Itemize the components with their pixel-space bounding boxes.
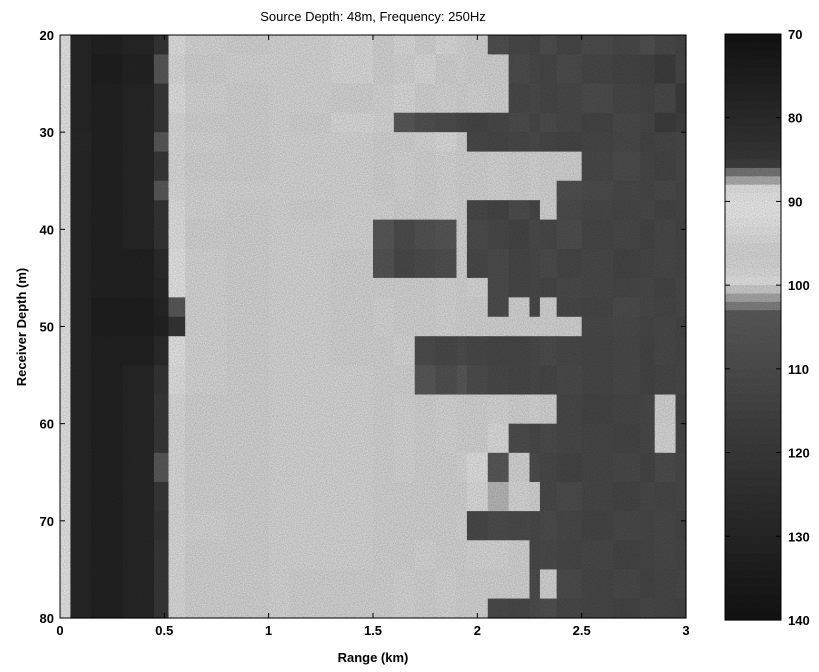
x-axis-label: Range (km)	[338, 650, 409, 665]
y-tick-label: 30	[40, 125, 54, 140]
x-tick-label: 0	[56, 623, 63, 638]
x-tick-label: 2	[474, 623, 481, 638]
x-tick-label: 0.5	[155, 623, 173, 638]
colorbar-tick-label: 110	[788, 362, 809, 377]
colorbar-tick-label: 130	[788, 529, 810, 544]
colorbar-tick-label: 100	[788, 278, 810, 293]
x-tick-label: 1.5	[364, 623, 382, 638]
x-axis: 0 0.5 1 1.5 2 2.5 3	[56, 35, 690, 638]
colorbar-tick-label: 120	[788, 446, 810, 461]
colorbar-frame	[724, 33, 782, 621]
chart-title: Source Depth: 48m, Frequency: 250Hz	[260, 9, 485, 24]
y-tick-label: 50	[40, 320, 54, 335]
y-axis: 20 30 40 50 60 70 80	[40, 28, 686, 626]
colorbar-tick-label: 140	[788, 613, 810, 628]
y-axis-label: Receiver Depth (m)	[14, 268, 29, 386]
y-tick-label: 20	[40, 28, 54, 43]
y-tick-label: 40	[40, 222, 54, 237]
x-tick-label: 2.5	[573, 623, 591, 638]
y-tick-label: 60	[40, 417, 54, 432]
colorbar-grain	[725, 34, 781, 620]
y-tick-label: 70	[40, 514, 54, 529]
colorbar-tick-label: 70	[788, 27, 802, 42]
x-tick-label: 1	[265, 623, 272, 638]
x-tick-label: 3	[682, 623, 689, 638]
colorbar-tick-label: 90	[788, 194, 802, 209]
y-tick-label: 80	[40, 611, 54, 626]
colorbar-axis: 70 80 90 100 110 120 130 140	[725, 27, 810, 628]
heatmap-grain	[60, 35, 686, 618]
colorbar-tick-label: 80	[788, 111, 802, 126]
